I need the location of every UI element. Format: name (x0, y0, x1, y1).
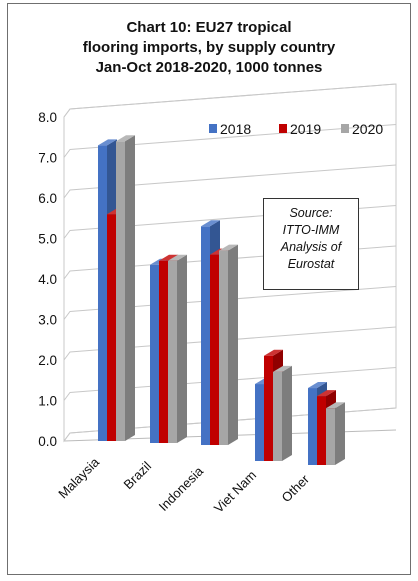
x-tick-label: Indonesia (156, 463, 207, 514)
legend-swatch (209, 124, 217, 133)
y-tick-label: 5.0 (38, 232, 57, 247)
bar-other-2020 (326, 402, 345, 465)
x-axis-ticks: Malaysia Brazil Indonesia Viet Nam Other (55, 454, 312, 516)
x-tick-label: Other (279, 471, 313, 505)
bar-front (326, 408, 335, 465)
gridline (63, 326, 397, 361)
bar-front (219, 250, 228, 445)
bar-front (116, 141, 125, 442)
y-axis-ticks: 0.0 1.0 2.0 3.0 4.0 5.0 6.0 7.0 8.0 (38, 110, 57, 449)
source-line: Source: (289, 206, 333, 220)
bar-malaysia-2020 (116, 135, 135, 442)
bar-side (125, 135, 135, 442)
bar-front (150, 264, 159, 443)
x-tick-label: Brazil (121, 458, 155, 492)
y-tick-label: 7.0 (38, 151, 57, 166)
bar-top (317, 390, 336, 397)
x-tick-label: Viet Nam (211, 468, 259, 516)
legend-item: 2019 (279, 121, 321, 137)
bar-side (335, 402, 345, 465)
bar-top (116, 135, 135, 142)
y-tick-label: 8.0 (38, 110, 57, 125)
legend-label: 2020 (352, 121, 383, 137)
bar-top (168, 254, 187, 261)
gridline (63, 83, 397, 118)
bar-front (107, 214, 116, 441)
source-annotation: Source: ITTO-IMM Analysis of Eurostat (263, 198, 359, 290)
bar-side (228, 244, 238, 445)
y-tick-label: 1.0 (38, 394, 57, 409)
y-tick-label: 4.0 (38, 272, 57, 287)
y-tick-label: 3.0 (38, 313, 57, 328)
bar-front (273, 371, 282, 461)
legend-item: 2020 (341, 121, 383, 137)
bar-front (168, 260, 177, 443)
bar-side (177, 254, 187, 443)
bar-front (255, 384, 264, 461)
x-tick-label: Malaysia (55, 454, 102, 501)
bars (98, 135, 345, 465)
y-tick-label: 0.0 (38, 434, 57, 449)
bar-top (308, 382, 327, 389)
bar-top (201, 220, 220, 227)
bar-top (98, 139, 117, 146)
bar-front (308, 388, 317, 465)
legend-swatch (341, 124, 349, 133)
bar-viet-nam-2020 (273, 365, 292, 461)
y-tick-label: 2.0 (38, 353, 57, 368)
bar-brazil-2020 (168, 254, 187, 443)
bar-front (159, 260, 168, 443)
bar-indonesia-2020 (219, 244, 238, 445)
legend: 2018 2019 2020 (209, 121, 383, 137)
bar-front (210, 254, 219, 445)
y-tick-label: 6.0 (38, 191, 57, 206)
bar-top (219, 244, 238, 251)
bar-top (159, 254, 178, 261)
bar-front (98, 145, 107, 441)
legend-item: 2018 (209, 121, 251, 137)
bar-top (273, 365, 292, 372)
bar-top (264, 349, 283, 356)
legend-label: 2018 (220, 121, 251, 137)
source-line: Eurostat (287, 257, 335, 271)
bar-top (326, 402, 345, 409)
chart-title: Chart 10: EU27 tropical flooring imports… (82, 19, 336, 76)
gridline (63, 286, 397, 320)
bar-front (317, 396, 326, 465)
legend-swatch (279, 124, 287, 133)
source-line: Analysis of (280, 240, 342, 254)
gridline (63, 164, 397, 199)
bar-side (282, 365, 292, 461)
legend-label: 2019 (290, 121, 321, 137)
source-line: ITTO-IMM (282, 223, 340, 237)
gridline (63, 124, 397, 158)
bar-front (201, 226, 210, 445)
bar-front (264, 355, 273, 461)
